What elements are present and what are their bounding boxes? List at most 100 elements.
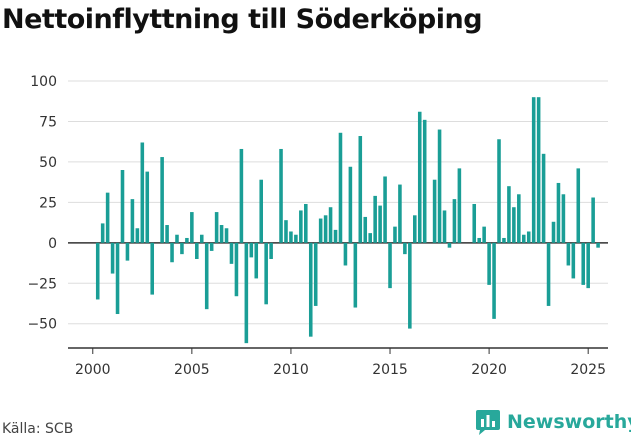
bar bbox=[422, 119, 427, 243]
bar bbox=[348, 166, 353, 243]
bar bbox=[294, 234, 298, 243]
bar bbox=[175, 234, 179, 243]
bar bbox=[521, 234, 526, 243]
bar bbox=[452, 199, 457, 243]
bar bbox=[130, 199, 135, 243]
source-note: Källa: SCB bbox=[2, 421, 74, 437]
bar bbox=[224, 228, 229, 243]
bar bbox=[105, 192, 110, 243]
y-tick-label: 50 bbox=[39, 155, 57, 171]
bar bbox=[190, 212, 194, 243]
brand-name: Newsworthy bbox=[507, 411, 631, 433]
bar-layer bbox=[95, 97, 600, 344]
bar bbox=[170, 242, 174, 263]
bar bbox=[204, 242, 209, 310]
bar bbox=[214, 212, 219, 243]
bar bbox=[284, 220, 288, 243]
bar bbox=[328, 207, 333, 243]
bar bbox=[487, 242, 491, 285]
bar bbox=[477, 237, 481, 243]
bar bbox=[110, 242, 115, 274]
bar bbox=[398, 184, 402, 243]
bar bbox=[576, 168, 581, 243]
bar-chart-logo-icon bbox=[476, 410, 500, 435]
bar bbox=[596, 242, 600, 248]
bar bbox=[482, 226, 486, 243]
bar bbox=[447, 242, 452, 248]
bar bbox=[199, 234, 204, 243]
bar bbox=[160, 157, 164, 243]
bar bbox=[507, 186, 511, 243]
bar bbox=[417, 111, 422, 243]
grid-layer bbox=[68, 80, 608, 325]
bar bbox=[363, 216, 368, 243]
bar bbox=[165, 225, 169, 243]
bar bbox=[581, 242, 586, 285]
x-tick-label: 2010 bbox=[273, 362, 309, 378]
x-tick-label: 2000 bbox=[75, 362, 111, 378]
bar bbox=[378, 205, 382, 243]
bar bbox=[413, 215, 417, 243]
bar bbox=[546, 242, 551, 306]
brand-logo: Newsworthy bbox=[475, 408, 631, 436]
x-tick-label: 2020 bbox=[471, 362, 507, 378]
bar bbox=[299, 210, 303, 243]
bar bbox=[561, 194, 566, 243]
bar bbox=[304, 203, 308, 243]
bar bbox=[145, 171, 150, 243]
bar bbox=[135, 228, 140, 243]
bar bbox=[383, 176, 387, 243]
bar bbox=[185, 237, 189, 243]
y-tick-label: −50 bbox=[27, 317, 57, 333]
y-tick-label: 0 bbox=[48, 236, 57, 252]
bar bbox=[219, 225, 224, 243]
bar bbox=[388, 242, 392, 289]
bar bbox=[457, 168, 462, 243]
bar bbox=[551, 221, 556, 243]
bar bbox=[497, 139, 501, 243]
bar bbox=[150, 242, 155, 295]
bar bbox=[373, 195, 377, 243]
bar bbox=[393, 226, 397, 243]
x-tick-label: 2025 bbox=[570, 362, 606, 378]
bar bbox=[358, 136, 363, 243]
y-tick-label: −25 bbox=[27, 276, 57, 292]
bar bbox=[249, 242, 254, 258]
bar bbox=[566, 242, 571, 266]
bar bbox=[541, 153, 546, 243]
bar bbox=[115, 242, 120, 315]
bar bbox=[571, 242, 576, 279]
bar bbox=[308, 242, 313, 337]
bar bbox=[254, 242, 259, 279]
bar bbox=[244, 242, 249, 344]
bar bbox=[442, 210, 447, 243]
bar bbox=[338, 132, 343, 243]
bar bbox=[323, 215, 328, 243]
bar bbox=[259, 179, 263, 243]
bar bbox=[120, 170, 125, 243]
bar bbox=[492, 242, 496, 319]
bar bbox=[526, 231, 531, 243]
bar bbox=[289, 231, 293, 243]
bar bbox=[556, 182, 561, 243]
bar bbox=[368, 233, 372, 243]
x-tick-label: 2015 bbox=[372, 362, 408, 378]
bar bbox=[536, 97, 541, 243]
bar bbox=[502, 237, 506, 243]
chart-title: Nettoinflyttning till Söderköping bbox=[2, 4, 483, 35]
bar bbox=[586, 242, 590, 289]
axis-layer: 100 75 50 25 0 −25 −50 2000 2005 2010 2015 2020 2025 bbox=[27, 74, 608, 378]
bar bbox=[343, 242, 348, 266]
bar bbox=[591, 197, 595, 243]
bar bbox=[140, 142, 145, 243]
y-tick-label: 100 bbox=[30, 74, 57, 90]
bar bbox=[437, 129, 442, 243]
bar bbox=[209, 242, 214, 251]
bar bbox=[313, 242, 318, 306]
bar bbox=[125, 242, 130, 261]
bar bbox=[333, 229, 338, 243]
bar bbox=[100, 223, 105, 243]
bar bbox=[195, 242, 199, 259]
bar bbox=[95, 242, 100, 300]
